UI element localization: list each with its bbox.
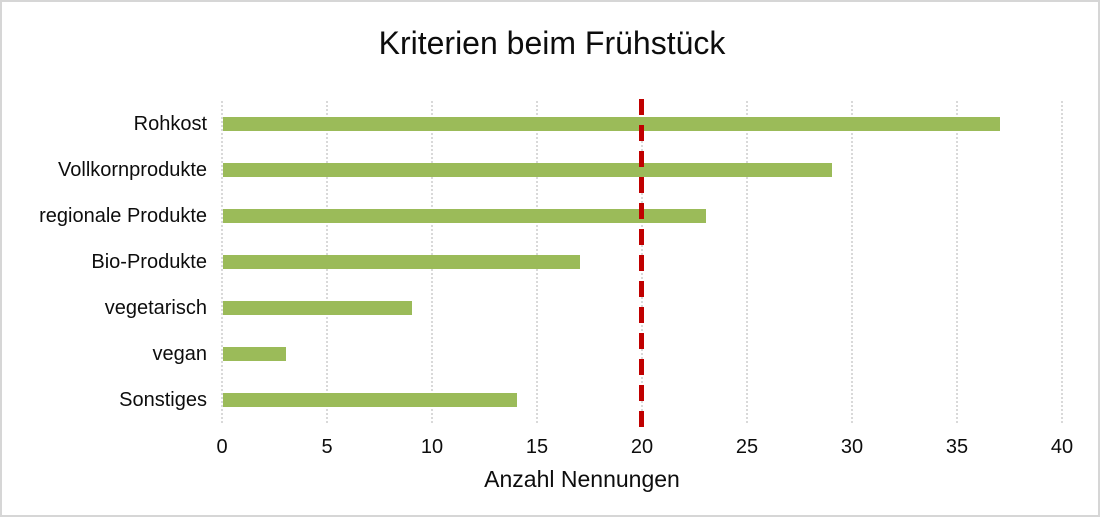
- x-tick-label-20: 20: [630, 436, 654, 458]
- category-label-regionale Produkte: regionale Produkte: [39, 205, 207, 227]
- gridline-x-0: [221, 101, 223, 423]
- chart-title: Kriterien beim Frühstück: [378, 25, 726, 61]
- gridline-x-35: [956, 101, 958, 423]
- bar-Rohkost: [223, 117, 1000, 131]
- category-label-Rohkost: Rohkost: [133, 113, 207, 135]
- bar-Sonstiges: [223, 393, 517, 407]
- reference-line: [639, 99, 644, 437]
- x-tick-label-10: 10: [420, 436, 444, 458]
- bar-vegetarisch: [223, 301, 412, 315]
- category-label-Bio-Produkte: Bio-Produkte: [91, 251, 207, 273]
- x-tick-label-25: 25: [735, 436, 759, 458]
- gridline-x-25: [746, 101, 748, 423]
- x-tick-label-35: 35: [945, 436, 969, 458]
- bar-vegan: [223, 347, 286, 361]
- gridline-x-40: [1061, 101, 1063, 423]
- x-tick-label-30: 30: [840, 436, 864, 458]
- x-tick-label-15: 15: [525, 436, 549, 458]
- bar-regionale Produkte: [223, 209, 706, 223]
- bar-Vollkornprodukte: [223, 163, 832, 177]
- x-tick-label-0: 0: [216, 436, 228, 458]
- bar-Bio-Produkte: [223, 255, 580, 269]
- plot-area: [221, 101, 1063, 423]
- category-label-Sonstiges: Sonstiges: [119, 389, 207, 411]
- x-tick-label-40: 40: [1050, 436, 1074, 458]
- category-label-vegan: vegan: [152, 343, 208, 365]
- category-label-Vollkornprodukte: Vollkornprodukte: [58, 159, 207, 181]
- x-axis-title: Anzahl Nennungen: [484, 466, 680, 492]
- category-label-vegetarisch: vegetarisch: [104, 297, 207, 319]
- gridline-x-30: [851, 101, 853, 423]
- x-tick-label-5: 5: [321, 436, 333, 458]
